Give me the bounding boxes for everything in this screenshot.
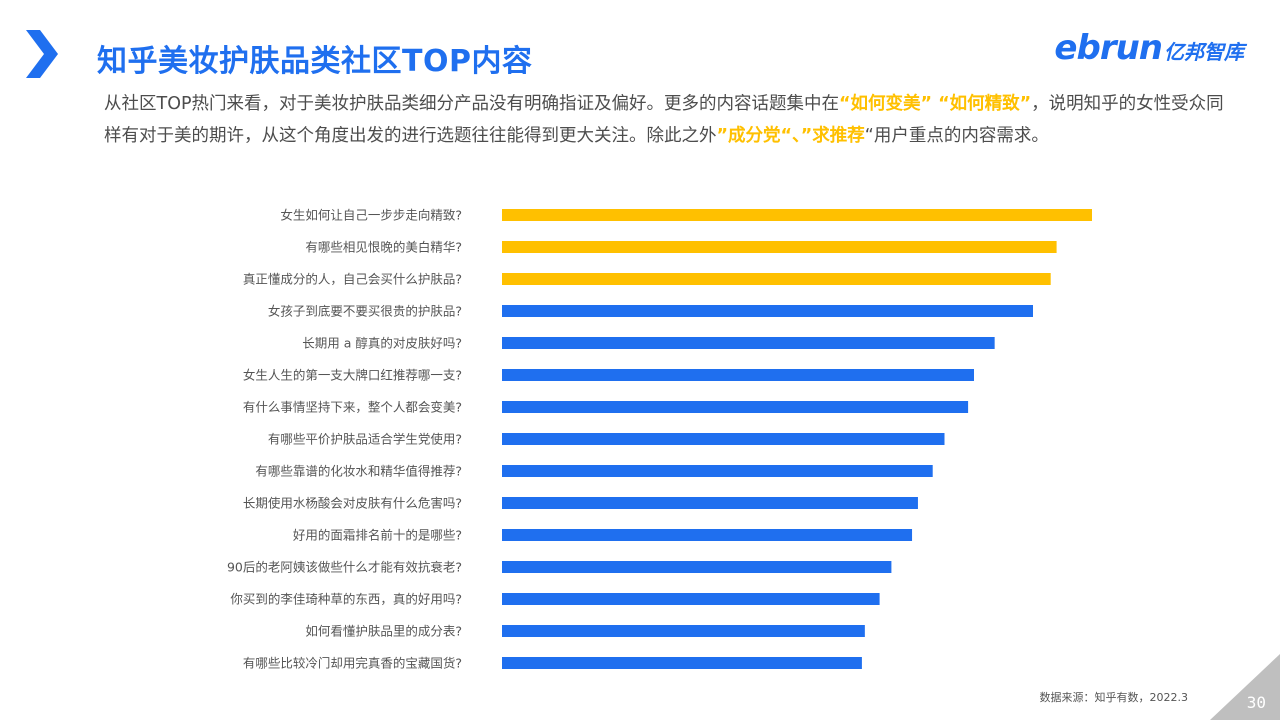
category-label: 有什么事情坚持下来，整个人都会变美? — [243, 400, 462, 415]
bar — [502, 337, 995, 349]
bar — [502, 209, 1092, 221]
category-label: 有哪些比较冷门却用完真香的宝藏国货? — [243, 656, 462, 671]
intro-paragraph: 从社区TOP热门来看，对于美妆护肤品类细分产品没有明确指证及偏好。更多的内容话题… — [104, 88, 1224, 152]
bar — [502, 625, 865, 637]
category-label: 真正懂成分的人，自己会买什么护肤品? — [243, 272, 462, 287]
category-label: 长期使用水杨酸会对皮肤有什么危害吗? — [243, 496, 462, 511]
category-label: 女生人生的第一支大牌口红推荐哪一支? — [243, 368, 462, 383]
category-label: 你买到的李佳琦种草的东西，真的好用吗? — [230, 592, 462, 607]
intro-part-1: 从社区TOP热门来看，对于美妆护肤品类细分产品没有明确指证及偏好。更多的内容话题… — [104, 94, 840, 114]
intro-part-3: “用户重点的内容需求。 — [864, 126, 1049, 146]
bar-chart: 女生如何让自己一步步走向精致? 有哪些相见恨晚的美白精华? 真正懂成分的人，自己会买… — [227, 208, 1092, 671]
category-label: 女孩子到底要不要买很贵的护肤品? — [268, 304, 462, 319]
bar — [502, 369, 974, 381]
category-label: 女生如何让自己一步步走向精致? — [280, 208, 462, 223]
intro-highlight-1: “如何变美” “如何精致” — [839, 94, 1032, 114]
intro-part-2: ，说明知乎的女性受众同样有对于美的期许，从这个角度出发的进行选题往往能得到更大关… — [104, 94, 1224, 146]
category-label: 有哪些相见恨晚的美白精华? — [305, 240, 462, 255]
page-corner-fold — [1210, 654, 1280, 720]
data-source: 数据来源：知乎有数，2022.3 — [1039, 691, 1189, 704]
bar — [502, 305, 1033, 317]
bar — [502, 241, 1057, 253]
bar — [502, 401, 969, 413]
page-title: 知乎美妆护肤品类社区TOP内容 — [97, 44, 533, 79]
category-label: 有哪些平价护肤品适合学生党使用? — [268, 432, 462, 447]
bar — [502, 273, 1051, 285]
category-label: 有哪些靠谱的化妆水和精华值得推荐? — [255, 464, 462, 479]
bar — [502, 497, 918, 509]
ebrun-logo: ebrun 亿邦智库 — [1054, 28, 1244, 68]
category-label: 长期用 a 醇真的对皮肤好吗? — [302, 336, 462, 351]
intro-highlight-2: ”成分党“、”求推荐 — [716, 126, 865, 146]
page-number: 30 — [1246, 693, 1266, 712]
bar — [502, 561, 892, 573]
chevron-right-icon — [26, 30, 58, 78]
logo-mark: ebrun — [1054, 28, 1163, 68]
bar — [502, 657, 862, 669]
category-label: 如何看懂护肤品里的成分表? — [305, 624, 462, 639]
bar — [502, 593, 880, 605]
bar — [502, 465, 933, 477]
category-label: 90后的老阿姨该做些什么才能有效抗衰老? — [227, 560, 462, 575]
bar — [502, 529, 913, 541]
category-label: 好用的面霜排名前十的是哪些? — [293, 528, 462, 543]
bar — [502, 433, 945, 445]
logo-text: 亿邦智库 — [1164, 40, 1244, 64]
